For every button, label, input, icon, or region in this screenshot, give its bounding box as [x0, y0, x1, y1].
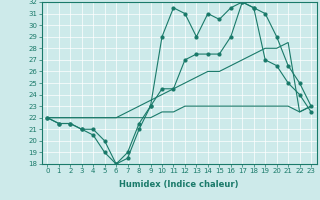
- X-axis label: Humidex (Indice chaleur): Humidex (Indice chaleur): [119, 180, 239, 189]
